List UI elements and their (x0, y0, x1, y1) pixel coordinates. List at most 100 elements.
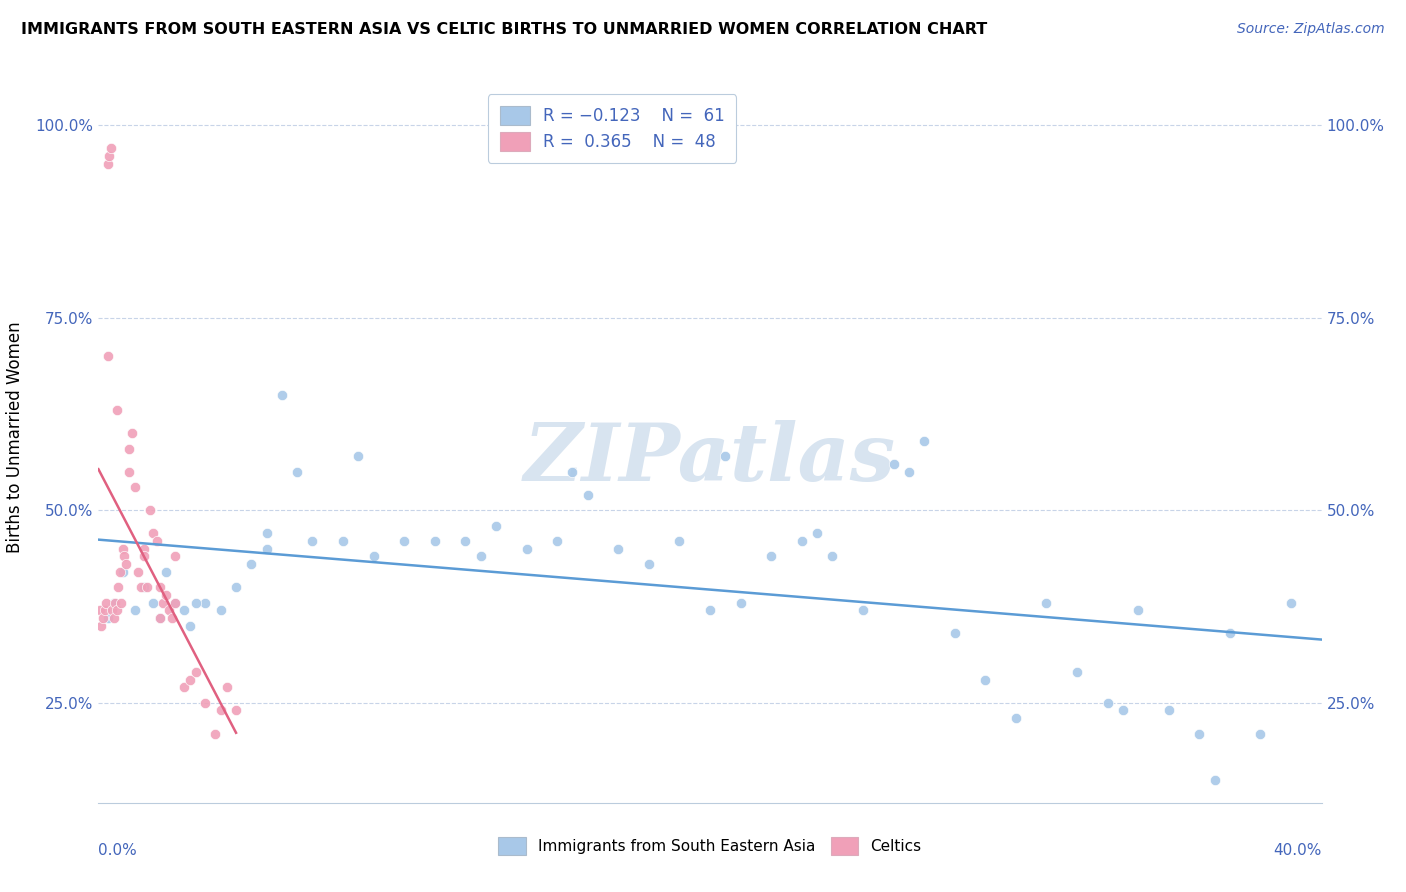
Point (97, 611, 120, 625)
Point (186, 596, 208, 610)
Point (1035, 596, 1057, 610)
Point (160, 611, 183, 625)
Point (1219, 626, 1241, 640)
Point (97, 349, 120, 363)
Text: 40.0%: 40.0% (1274, 843, 1322, 858)
Point (974, 673, 997, 687)
Point (94, 596, 117, 610)
Point (142, 596, 165, 610)
Point (118, 465, 141, 479)
Point (912, 434, 935, 448)
Point (149, 611, 172, 625)
Point (423, 534, 446, 549)
Point (163, 596, 186, 610)
Point (204, 726, 226, 740)
Point (173, 603, 195, 617)
Point (124, 480, 146, 494)
Point (107, 580, 129, 594)
Point (103, 596, 125, 610)
Point (91, 611, 114, 625)
Point (332, 534, 354, 549)
Point (194, 596, 217, 610)
Point (1204, 772, 1226, 787)
Point (139, 503, 162, 517)
Point (1128, 603, 1150, 617)
Point (100, 141, 122, 155)
Text: IMMIGRANTS FROM SOUTH EASTERN ASIA VS CELTIC BIRTHS TO UNMARRIED WOMEN CORRELATI: IMMIGRANTS FROM SOUTH EASTERN ASIA VS CE… (21, 22, 987, 37)
Point (215, 681, 238, 695)
Point (852, 603, 875, 617)
Point (668, 534, 690, 549)
Point (347, 450, 370, 464)
Point (134, 549, 156, 564)
Point (104, 596, 127, 610)
Point (149, 611, 172, 625)
Point (105, 403, 128, 417)
Point (209, 603, 232, 617)
Point (179, 673, 201, 687)
Point (90, 618, 112, 632)
Point (157, 603, 180, 617)
Point (134, 541, 156, 556)
Point (163, 549, 186, 564)
Point (115, 557, 138, 571)
Point (127, 565, 149, 579)
Point (97, 157, 120, 171)
Point (256, 541, 278, 556)
Point (129, 580, 152, 594)
Y-axis label: Births to Unmarried Women: Births to Unmarried Women (7, 321, 24, 553)
Point (1066, 665, 1088, 679)
Text: ZIPatlas: ZIPatlas (524, 420, 896, 498)
Point (136, 580, 159, 594)
Point (105, 603, 128, 617)
Point (454, 534, 477, 549)
Point (883, 457, 905, 471)
Point (173, 681, 195, 695)
Point (98, 149, 121, 163)
Point (761, 549, 783, 564)
Point (607, 541, 630, 556)
Point (485, 518, 508, 533)
Point (561, 465, 583, 479)
Point (806, 526, 828, 541)
Point (118, 442, 141, 456)
Point (149, 580, 172, 594)
Point (103, 611, 125, 625)
Point (363, 549, 385, 564)
Point (93, 603, 115, 617)
Point (821, 549, 844, 564)
Point (256, 526, 278, 541)
Point (546, 534, 568, 549)
Legend: Immigrants from South Eastern Asia, Celtics: Immigrants from South Eastern Asia, Celt… (492, 831, 928, 861)
Point (209, 703, 232, 717)
Point (240, 557, 263, 571)
Point (790, 534, 813, 549)
Point (155, 565, 177, 579)
Point (112, 549, 135, 564)
Point (163, 596, 186, 610)
Point (194, 696, 217, 710)
Point (121, 426, 143, 441)
Point (1097, 696, 1119, 710)
Point (576, 488, 599, 502)
Point (1279, 596, 1302, 610)
Point (1004, 711, 1026, 725)
Point (124, 603, 146, 617)
Text: Source: ZipAtlas.com: Source: ZipAtlas.com (1237, 22, 1385, 37)
Point (89, 603, 111, 617)
Point (155, 588, 177, 602)
Point (516, 541, 538, 556)
Point (179, 618, 201, 632)
Point (285, 465, 308, 479)
Point (1157, 703, 1180, 717)
Point (1188, 726, 1211, 740)
Point (270, 388, 294, 402)
Point (301, 534, 323, 549)
Point (101, 603, 124, 617)
Point (730, 596, 752, 610)
Point (110, 596, 132, 610)
Point (637, 557, 661, 571)
Text: 0.0%: 0.0% (98, 843, 138, 858)
Point (943, 626, 966, 640)
Point (1250, 726, 1272, 740)
